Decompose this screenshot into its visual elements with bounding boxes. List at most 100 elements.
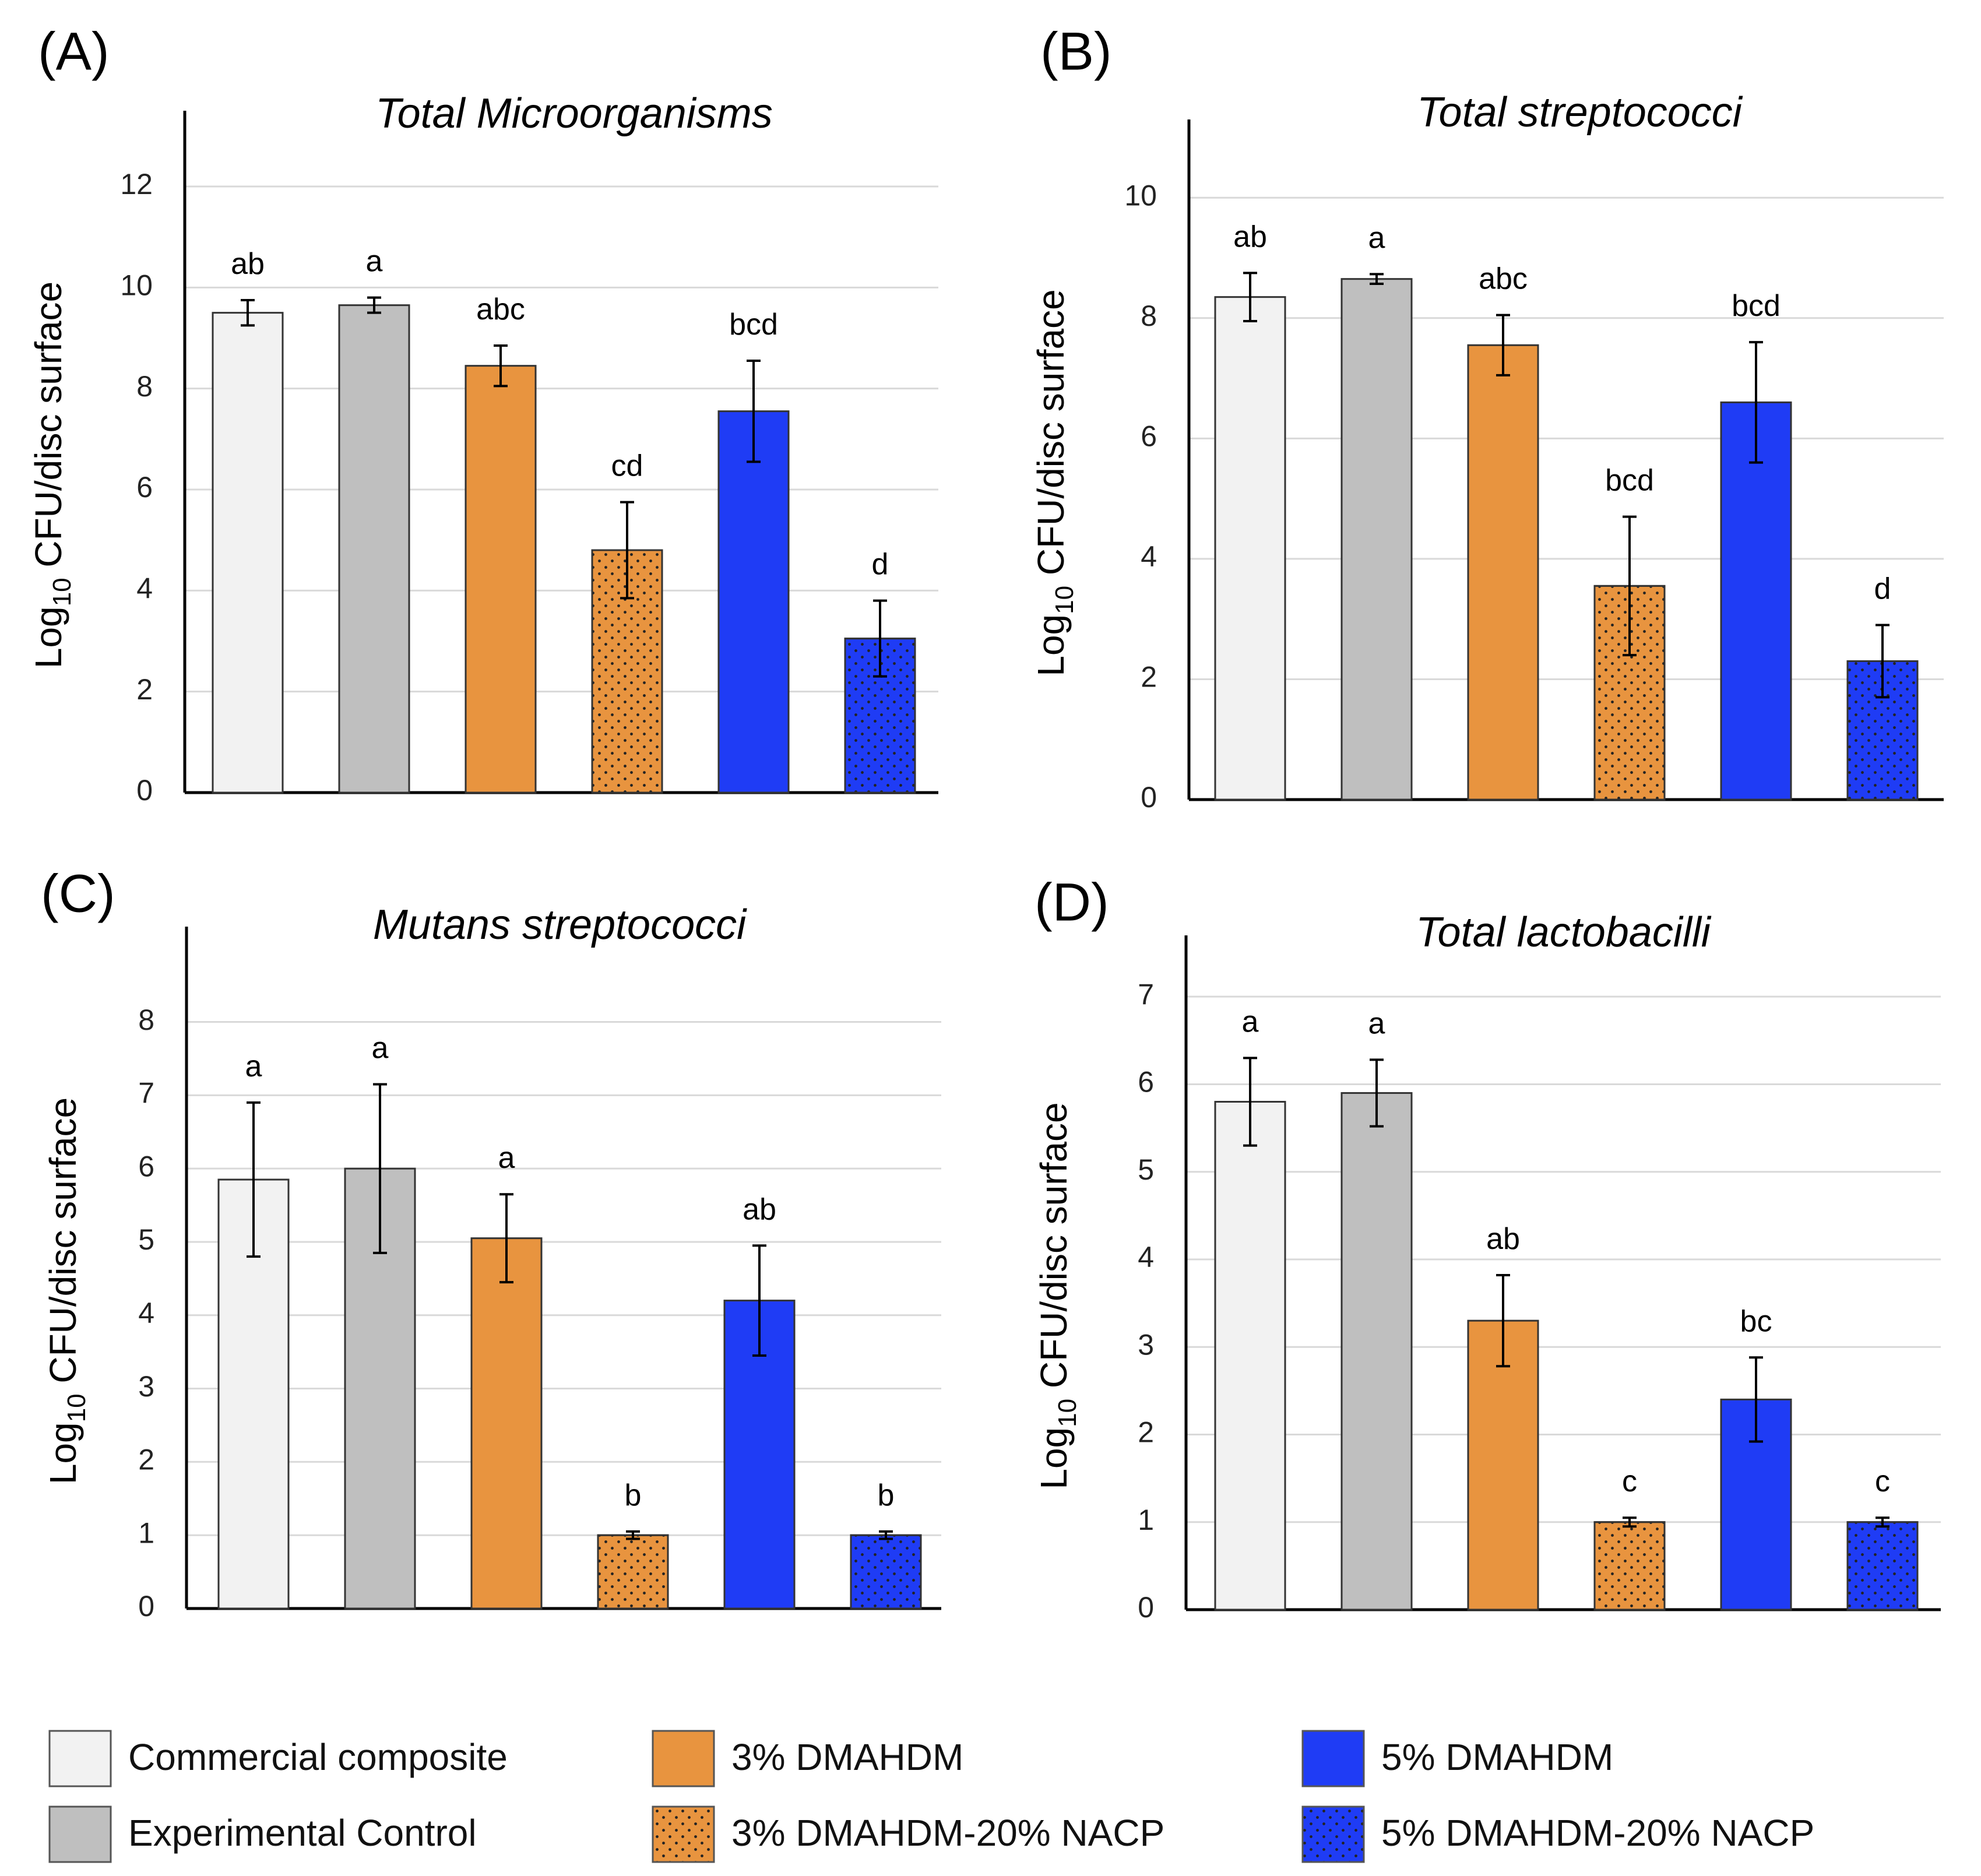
legend-swatch-pattern bbox=[1301, 1805, 1365, 1863]
legend-item: Experimental Control bbox=[48, 1805, 477, 1863]
legend-swatch bbox=[48, 1730, 112, 1787]
chart-panel-d: (D) Total lactobacilli 0 1 2 3 4 5 6 7 Log10 CFU/d… bbox=[1033, 872, 1941, 1624]
significance-letter: a bbox=[366, 245, 383, 279]
bar bbox=[212, 312, 284, 794]
bar bbox=[470, 1237, 543, 1610]
significance-letter: b bbox=[878, 1479, 895, 1512]
significance-letter: d bbox=[1874, 572, 1891, 606]
y-tick-label: 6 bbox=[138, 1150, 154, 1182]
bar-pattern bbox=[1846, 1521, 1919, 1611]
y-axis-label: Log10 CFU/disc surface bbox=[1030, 289, 1079, 676]
legend-item: Commercial composite bbox=[48, 1730, 508, 1787]
legend-item: 5% DMAHDM-20% NACP bbox=[1301, 1805, 1814, 1863]
significance-letter: a bbox=[1242, 1005, 1259, 1039]
y-tick-label: 4 bbox=[1138, 1241, 1154, 1273]
bar-pattern bbox=[597, 1534, 669, 1610]
significance-letter: bcd bbox=[1732, 289, 1781, 323]
bar bbox=[1340, 278, 1413, 801]
legend-label: 5% DMAHDM bbox=[1381, 1736, 1613, 1778]
legend-label: 3% DMAHDM-20% NACP bbox=[731, 1812, 1164, 1854]
y-tick-label: 3 bbox=[1138, 1328, 1154, 1361]
y-tick-label: 6 bbox=[136, 471, 153, 504]
bar bbox=[1214, 296, 1286, 801]
chart-title: Mutans streptococci bbox=[373, 902, 747, 948]
significance-letter: ab bbox=[1486, 1222, 1520, 1256]
y-tick-label: 10 bbox=[1124, 179, 1157, 212]
chart-panel-a: (A) Total Microorganisms 0 2 4 6 8 10 12 Log10 CF… bbox=[27, 22, 938, 807]
y-tick-label: 4 bbox=[136, 572, 153, 605]
significance-letter: bc bbox=[1740, 1304, 1772, 1338]
y-tick-label: 5 bbox=[138, 1223, 154, 1256]
legend-label: 5% DMAHDM-20% NACP bbox=[1381, 1812, 1814, 1854]
legend-item: 5% DMAHDM bbox=[1301, 1730, 1613, 1787]
y-tick-label: 0 bbox=[138, 1590, 154, 1622]
significance-letter: cd bbox=[611, 449, 643, 483]
significance-letter: bcd bbox=[729, 308, 778, 342]
y-tick-label: 7 bbox=[138, 1077, 154, 1110]
significance-letter: abc bbox=[476, 293, 525, 326]
legend-label: Experimental Control bbox=[128, 1812, 477, 1854]
legend-swatch bbox=[652, 1730, 715, 1787]
y-tick-label: 2 bbox=[1141, 661, 1157, 694]
legend: Commercial composite Experimental Control… bbox=[48, 1730, 1814, 1863]
legend-item: 3% DMAHDM-20% NACP bbox=[652, 1805, 1164, 1863]
y-tick-label: 8 bbox=[138, 1004, 154, 1036]
significance-letter: abc bbox=[1479, 262, 1528, 296]
y-tick-label: 8 bbox=[136, 370, 153, 403]
significance-letter: b bbox=[625, 1479, 642, 1512]
bar bbox=[338, 304, 410, 794]
chart-panel-c: (C) Mutans streptococci 0 1 2 3 4 5 6 7 8 Log10 CFU… bbox=[41, 864, 941, 1622]
y-tick-label: 0 bbox=[136, 774, 153, 807]
bar bbox=[465, 365, 537, 794]
panel-label: (A) bbox=[38, 22, 110, 81]
bar bbox=[723, 1300, 796, 1610]
bar-pattern bbox=[1593, 1521, 1666, 1611]
y-tick-label: 3 bbox=[138, 1370, 154, 1403]
significance-letter: d bbox=[872, 548, 889, 582]
panel-label: (B) bbox=[1040, 22, 1112, 81]
legend-label: 3% DMAHDM bbox=[731, 1736, 963, 1778]
panel-label: (C) bbox=[41, 864, 115, 923]
y-tick-label: 4 bbox=[1141, 540, 1157, 573]
y-tick-label: 0 bbox=[1138, 1591, 1154, 1624]
significance-letter: ab bbox=[1233, 220, 1267, 254]
chart-title: Total lactobacilli bbox=[1416, 909, 1712, 956]
legend-item: 3% DMAHDM bbox=[652, 1730, 963, 1787]
bar bbox=[717, 410, 790, 794]
y-tick-label: 10 bbox=[120, 269, 153, 302]
y-tick-label: 5 bbox=[1138, 1153, 1154, 1186]
legend-swatch bbox=[48, 1805, 112, 1863]
significance-letter: a bbox=[1368, 221, 1385, 255]
significance-letter: ab bbox=[231, 247, 265, 281]
y-tick-label: 12 bbox=[120, 168, 153, 200]
y-tick-label: 1 bbox=[138, 1516, 154, 1549]
panel-label: (D) bbox=[1035, 872, 1109, 932]
significance-letter: bcd bbox=[1605, 464, 1654, 498]
significance-letter: c bbox=[1622, 1465, 1637, 1498]
significance-letter: a bbox=[245, 1050, 262, 1083]
y-tick-label: 2 bbox=[138, 1444, 154, 1476]
chart-panel-b: (B) Total streptococci 0 2 4 6 8 10 Log10 CFU/di… bbox=[1030, 22, 1944, 814]
y-tick-label: 0 bbox=[1141, 781, 1157, 814]
y-tick-label: 6 bbox=[1138, 1066, 1154, 1099]
bar bbox=[1340, 1092, 1413, 1611]
legend-swatch-pattern bbox=[652, 1805, 715, 1863]
significance-letter: ab bbox=[743, 1192, 776, 1226]
bar bbox=[1720, 401, 1792, 801]
legend-label: Commercial composite bbox=[128, 1736, 508, 1778]
y-tick-label: 6 bbox=[1141, 420, 1157, 453]
y-tick-label: 8 bbox=[1141, 300, 1157, 332]
y-axis-label: Log10 CFU/disc surface bbox=[27, 281, 76, 668]
significance-letter: a bbox=[372, 1031, 389, 1065]
y-tick-label: 7 bbox=[1138, 978, 1154, 1011]
bar-pattern bbox=[850, 1534, 922, 1610]
significance-letter: a bbox=[1368, 1006, 1385, 1040]
y-tick-label: 4 bbox=[138, 1297, 154, 1329]
y-tick-label: 1 bbox=[1138, 1504, 1154, 1536]
y-axis-label: Log10 CFU/disc surface bbox=[42, 1097, 91, 1484]
legend-swatch bbox=[1301, 1730, 1365, 1787]
chart-title: Total Microorganisms bbox=[375, 90, 773, 137]
y-axis-label: Log10 CFU/disc surface bbox=[1033, 1102, 1082, 1489]
